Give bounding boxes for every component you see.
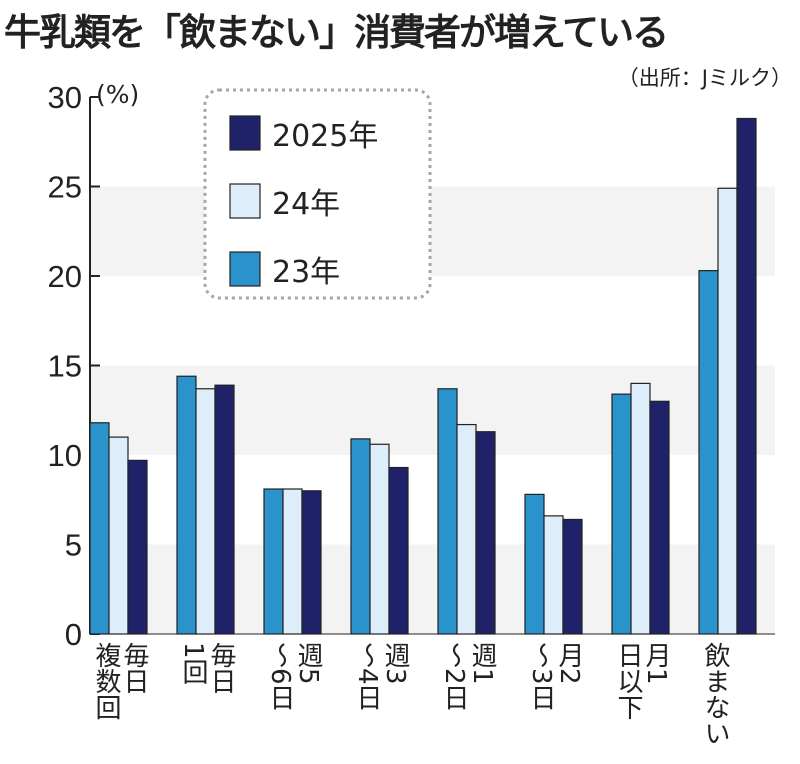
x-tick-label: 週3 ～4日 — [352, 642, 410, 711]
bar-24年-月2～3日 — [543, 515, 564, 635]
legend-label: 23年 — [272, 255, 340, 290]
bar-23年-週3～4日 — [350, 438, 371, 635]
bar-23年-毎日複数回 — [89, 422, 110, 635]
legend-swatch — [229, 251, 261, 287]
bar-23年-毎日1回 — [176, 375, 197, 635]
x-tick-label: 毎日 複数回 — [91, 642, 149, 720]
bar-23年-月2～3日 — [524, 493, 545, 635]
x-tick-label: 毎日 1回 — [178, 642, 236, 694]
bar-23年-週5～6日 — [263, 488, 284, 635]
bar-24年-月1日以下 — [630, 382, 651, 635]
legend-label: 2025年 — [272, 119, 378, 154]
bar-24年-毎日複数回 — [108, 436, 129, 635]
legend-swatch — [229, 115, 261, 151]
bar-24年-週5～6日 — [282, 488, 303, 635]
x-tick-label: 月2 ～3日 — [526, 642, 584, 711]
y-tick-label: 30 — [48, 80, 82, 115]
y-tick-label: 0 — [65, 617, 82, 652]
x-tick-label: 飲まない — [700, 642, 730, 746]
bar-24年-毎日1回 — [195, 388, 216, 635]
legend-label: 24年 — [272, 187, 340, 222]
grid-band — [90, 186, 775, 276]
y-tick-label: 25 — [48, 170, 82, 205]
bar-23年-月1日以下 — [611, 393, 632, 635]
y-tick-label: 20 — [48, 259, 82, 294]
chart-title: 牛乳類を「飲まない」消費者が増えている — [4, 11, 669, 54]
bar-2025年-週3～4日 — [388, 466, 409, 635]
x-tick-label: 週5 ～6日 — [265, 642, 323, 711]
bar-2025年-週5～6日 — [301, 490, 322, 635]
bar-24年-週1～2日 — [456, 423, 477, 635]
chart-source: （出所：Jミルク） — [617, 66, 792, 90]
bar-2025年-毎日複数回 — [127, 459, 148, 635]
y-tick-label: 5 — [65, 528, 82, 563]
bar-24年-週3～4日 — [369, 443, 390, 635]
legend-box — [203, 88, 432, 300]
x-tick-label: 週1 ～2日 — [439, 642, 497, 711]
bar-2025年-週1～2日 — [475, 431, 496, 635]
bar-23年-週1～2日 — [437, 388, 458, 635]
bar-2025年-毎日1回 — [214, 384, 235, 635]
x-tick-label: 月1 日以下 — [613, 642, 671, 720]
y-tick-label: 15 — [48, 349, 82, 384]
bar-23年-飲まない — [698, 270, 719, 635]
bar-2025年-月1日以下 — [649, 400, 670, 635]
y-axis-unit: (%) — [96, 80, 140, 109]
bar-2025年-月2～3日 — [562, 518, 583, 635]
y-tick-label: 10 — [48, 438, 82, 473]
bar-2025年-飲まない — [736, 117, 757, 635]
bar-24年-飲まない — [717, 187, 738, 635]
legend-swatch — [229, 183, 261, 219]
